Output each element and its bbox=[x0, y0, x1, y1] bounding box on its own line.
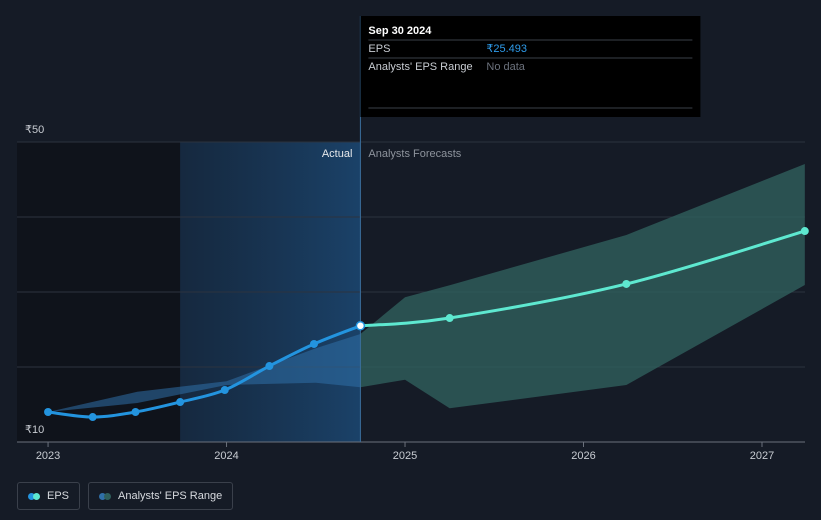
x-tick-label: 2026 bbox=[571, 450, 595, 462]
tooltip-date: Sep 30 2024 bbox=[368, 25, 432, 37]
x-tick-label: 2025 bbox=[393, 450, 417, 462]
range-area bbox=[48, 334, 361, 412]
eps-point bbox=[800, 227, 809, 236]
dot bbox=[33, 492, 40, 500]
x-tick-label: 2023 bbox=[36, 450, 60, 462]
eps-point bbox=[220, 386, 229, 395]
x-tick-label: 2027 bbox=[750, 450, 774, 462]
legend-label: EPS bbox=[47, 490, 70, 502]
tooltip-label: EPS bbox=[368, 43, 390, 55]
legend: EPS Analysts' EPS Range bbox=[17, 482, 234, 510]
eps-point bbox=[176, 398, 185, 407]
tooltip-value: ₹25.493 bbox=[486, 43, 527, 55]
eps-point bbox=[44, 408, 53, 416]
dot bbox=[28, 492, 35, 500]
eps-point bbox=[88, 413, 97, 422]
range-area bbox=[360, 163, 805, 409]
forecast-label: Analysts Forecasts bbox=[368, 148, 461, 160]
tooltip-value: No data bbox=[486, 61, 525, 73]
legend-icon bbox=[99, 492, 112, 500]
eps-point bbox=[445, 314, 454, 323]
y-tick-label: ₹10 bbox=[25, 424, 44, 436]
legend-icon bbox=[28, 492, 40, 500]
dot bbox=[99, 492, 107, 500]
x-tick-label: 2024 bbox=[214, 450, 238, 462]
legend-label: Analysts' EPS Range bbox=[118, 490, 223, 502]
y-tick-label: ₹50 bbox=[25, 124, 44, 136]
eps-point bbox=[309, 339, 318, 348]
legend-eps[interactable]: EPS bbox=[17, 482, 81, 510]
eps-point bbox=[622, 279, 631, 288]
eps-point bbox=[131, 408, 140, 416]
dot bbox=[104, 492, 112, 500]
tooltip-label: Analysts' EPS Range bbox=[368, 61, 472, 73]
actual-label: Actual bbox=[322, 148, 353, 160]
eps-point bbox=[355, 321, 366, 331]
chart: ₹10 ₹50 2023 2024 2025 2026 2027 Actual Analysts… bbox=[17, 16, 809, 462]
eps-point bbox=[265, 362, 274, 371]
tooltip bbox=[360, 16, 701, 117]
eps-line bbox=[360, 229, 806, 328]
legend-range[interactable]: Analysts' EPS Range bbox=[88, 482, 234, 510]
